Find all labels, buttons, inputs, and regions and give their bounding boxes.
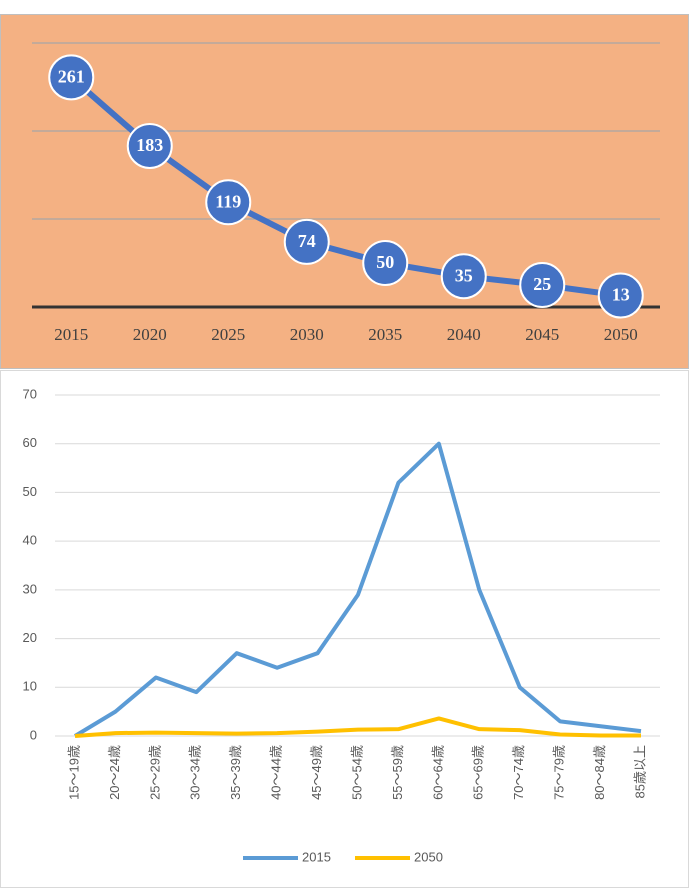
x-tick-label: 2045 <box>525 325 559 344</box>
x-tick-label: 20～24歳 <box>107 745 122 800</box>
y-tick-label: 20 <box>23 630 37 645</box>
x-tick-label: 2030 <box>290 325 324 344</box>
data-label: 183 <box>136 135 163 155</box>
x-tick-label: 35～39歳 <box>228 745 243 800</box>
x-tick-label: 45～49歳 <box>309 745 324 800</box>
x-tick-label: 2040 <box>447 325 481 344</box>
y-tick-label: 40 <box>23 533 37 548</box>
legend-label: 2015 <box>302 849 331 864</box>
x-tick-label: 55～59歳 <box>390 745 405 800</box>
point <box>283 218 330 265</box>
x-tick-label: 80～84歳 <box>592 745 607 800</box>
bottom-chart-bg <box>0 370 689 888</box>
top-chart-bg <box>0 14 689 369</box>
x-tick-label: 65～69歳 <box>471 745 486 800</box>
data-label: 25 <box>533 274 551 294</box>
point <box>597 272 644 319</box>
point <box>440 253 487 300</box>
point <box>519 262 566 308</box>
legend-label: 2050 <box>414 849 443 864</box>
x-tick-label: 40～44歳 <box>269 745 284 800</box>
x-tick-label: 2025 <box>211 325 245 344</box>
series-line <box>74 716 641 738</box>
series-line <box>73 441 642 738</box>
x-tick-label: 50～54歳 <box>349 745 364 800</box>
point <box>48 54 95 101</box>
x-tick-label: 70～74歳 <box>511 745 526 800</box>
data-label: 50 <box>376 252 394 272</box>
x-tick-label: 2015 <box>54 325 88 344</box>
data-label: 74 <box>298 231 316 251</box>
x-tick-label: 25～29歳 <box>147 745 162 800</box>
x-tick-label: 15～19歳 <box>66 745 81 800</box>
data-label: 261 <box>58 66 85 86</box>
y-tick-label: 60 <box>23 435 37 450</box>
x-tick-label: 2050 <box>604 325 638 344</box>
x-tick-label: 30～34歳 <box>188 745 203 800</box>
data-label: 35 <box>455 265 473 285</box>
x-tick-label: 2035 <box>368 325 402 344</box>
y-tick-label: 10 <box>23 679 37 694</box>
point <box>205 179 252 226</box>
y-tick-label: 70 <box>23 386 37 401</box>
y-tick-label: 50 <box>23 484 37 499</box>
x-tick-label: 85歳以上 <box>632 745 647 798</box>
x-tick-label: 60～64歳 <box>430 745 445 800</box>
point <box>362 240 409 286</box>
data-label: 119 <box>215 191 241 211</box>
data-label: 13 <box>612 285 630 305</box>
point <box>126 122 173 169</box>
y-tick-label: 0 <box>30 727 37 742</box>
x-tick-label: 2020 <box>133 325 167 344</box>
x-tick-label: 75～79歳 <box>552 745 567 800</box>
y-tick-label: 30 <box>23 581 37 596</box>
